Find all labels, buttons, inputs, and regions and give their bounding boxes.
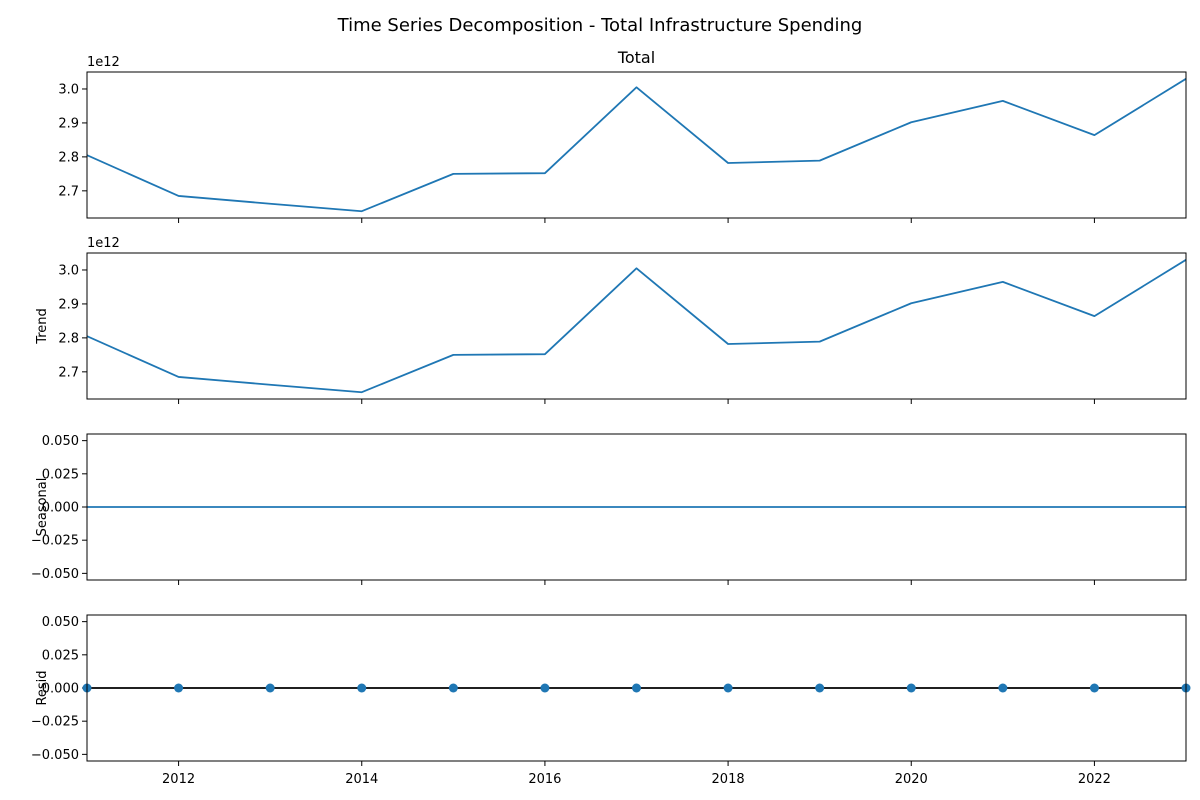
- ytick-label: 2.7: [58, 184, 79, 199]
- figure-title: Time Series Decomposition - Total Infras…: [337, 15, 863, 36]
- resid-point: [357, 683, 367, 693]
- ytick-label: 0.050: [42, 434, 79, 449]
- axes-frame: [86, 614, 1187, 762]
- offset-label-total: 1e12: [87, 55, 120, 70]
- axes-frame: [86, 71, 1187, 219]
- axes-frame: [86, 433, 1187, 581]
- series-line: [87, 259, 1186, 394]
- xtick-label: 2014: [345, 772, 378, 787]
- ytick-label: 0.025: [42, 648, 79, 663]
- ylabel-seasonal: Seasonal: [35, 478, 50, 537]
- ylabel-trend: Trend: [35, 308, 50, 345]
- panel-seasonal: Seasonal −0.050 −0.025 0.000 0.025 0.050: [31, 433, 1187, 585]
- axes-frame: [86, 252, 1187, 400]
- ytick-label: 2.9: [58, 297, 79, 312]
- ytick-label: 0.000: [42, 682, 79, 697]
- xtick-label: 2020: [895, 772, 928, 787]
- panel-resid: Resid −0.050 −0.025 0.000 0.025 0.050 2012 2014…: [31, 614, 1191, 787]
- ytick-label: −0.025: [31, 715, 79, 730]
- panel-title-total: Total: [617, 48, 655, 67]
- ytick-label: 3.0: [58, 263, 79, 278]
- ylabel-resid: Resid: [35, 670, 50, 705]
- ytick-label: −0.025: [31, 534, 79, 549]
- resid-point: [723, 683, 733, 693]
- ytick-label: 2.8: [58, 150, 79, 165]
- resid-point: [540, 683, 550, 693]
- ytick-label: 0.050: [42, 615, 79, 630]
- resid-point: [632, 683, 641, 693]
- resid-point: [174, 683, 184, 693]
- ytick-label: 2.8: [58, 331, 79, 346]
- xtick-label: 2022: [1078, 772, 1111, 787]
- panel-trend: Trend 1e12 2.7 2.8 2.9 3.0: [35, 236, 1187, 404]
- ytick-label: 2.7: [58, 365, 79, 380]
- resid-point: [815, 683, 825, 693]
- series-line: [87, 78, 1186, 213]
- offset-label-trend: 1e12: [87, 236, 120, 251]
- panels-container: Total 1e12 2.7 2.8 2.9 3.0 Trend 1e12 2.7 2.8 2.9 3…: [31, 48, 1191, 787]
- ytick-label: 0.025: [42, 467, 79, 482]
- panel-total: Total 1e12 2.7 2.8 2.9 3.0: [58, 48, 1187, 223]
- resid-point: [906, 683, 916, 693]
- resid-point: [265, 683, 275, 693]
- resid-point: [998, 683, 1008, 693]
- resid-point: [448, 683, 458, 693]
- series-trend: [87, 259, 1186, 394]
- series-total: [87, 78, 1186, 213]
- ytick-label: 0.000: [42, 501, 79, 516]
- ytick-label: 2.9: [58, 116, 79, 131]
- ytick-label: −0.050: [31, 748, 79, 763]
- ytick-label: 3.0: [58, 82, 79, 97]
- xtick-label: 2012: [162, 772, 195, 787]
- xtick-label: 2016: [528, 772, 561, 787]
- xtick-label: 2018: [712, 772, 745, 787]
- resid-point: [1089, 683, 1099, 693]
- ytick-label: −0.050: [31, 567, 79, 582]
